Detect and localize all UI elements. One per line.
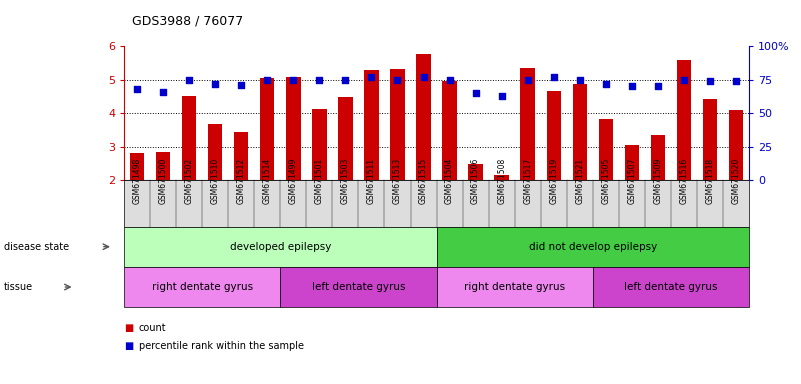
Text: GSM671512: GSM671512: [237, 157, 246, 204]
Bar: [521, 68, 535, 180]
Text: GSM671510: GSM671510: [211, 157, 219, 204]
Point: [547, 74, 560, 80]
Text: GSM671511: GSM671511: [367, 157, 376, 204]
Point: [157, 89, 170, 95]
Text: count: count: [139, 323, 166, 333]
Bar: [494, 175, 509, 180]
Point: [443, 76, 456, 83]
Text: GSM671499: GSM671499: [289, 157, 298, 204]
Text: GSM671509: GSM671509: [654, 157, 662, 204]
Point: [521, 76, 534, 83]
Bar: [312, 109, 327, 180]
Bar: [598, 119, 613, 180]
Point: [235, 82, 248, 88]
Text: GSM671505: GSM671505: [602, 157, 610, 204]
Bar: [442, 81, 457, 180]
Point: [365, 74, 378, 80]
Bar: [625, 144, 639, 180]
Bar: [546, 91, 561, 180]
Bar: [208, 124, 223, 180]
Point: [339, 76, 352, 83]
Text: percentile rank within the sample: percentile rank within the sample: [139, 341, 304, 351]
Bar: [182, 96, 196, 180]
Text: did not develop epilepsy: did not develop epilepsy: [529, 242, 657, 252]
Bar: [417, 55, 431, 180]
Point: [391, 76, 404, 83]
Text: left dentate gyrus: left dentate gyrus: [312, 282, 405, 292]
Text: right dentate gyrus: right dentate gyrus: [464, 282, 566, 292]
Point: [469, 90, 482, 96]
Text: GSM671521: GSM671521: [575, 157, 584, 204]
Text: GSM671503: GSM671503: [341, 157, 350, 204]
Text: GSM671513: GSM671513: [393, 157, 402, 204]
Point: [261, 76, 274, 83]
Point: [599, 81, 612, 87]
Text: ■: ■: [124, 323, 134, 333]
Point: [626, 83, 638, 89]
Text: GSM671500: GSM671500: [159, 157, 167, 204]
Text: ■: ■: [124, 341, 134, 351]
Bar: [260, 78, 275, 180]
Text: GSM671498: GSM671498: [133, 157, 142, 204]
Bar: [338, 97, 352, 180]
Text: GSM671504: GSM671504: [445, 157, 454, 204]
Point: [651, 83, 664, 89]
Bar: [390, 69, 405, 180]
Text: GSM671520: GSM671520: [731, 157, 740, 204]
Point: [209, 81, 222, 87]
Point: [703, 78, 716, 84]
Text: GSM671506: GSM671506: [471, 157, 480, 204]
Bar: [156, 152, 171, 180]
Bar: [729, 110, 743, 180]
Text: left dentate gyrus: left dentate gyrus: [624, 282, 718, 292]
Text: disease state: disease state: [4, 242, 69, 252]
Bar: [286, 77, 300, 180]
Point: [730, 78, 743, 84]
Text: GSM671514: GSM671514: [263, 157, 272, 204]
Point: [495, 93, 508, 99]
Point: [417, 74, 430, 80]
Bar: [234, 132, 248, 180]
Bar: [702, 99, 717, 180]
Text: GSM671518: GSM671518: [706, 157, 714, 204]
Text: GSM671501: GSM671501: [315, 157, 324, 204]
Bar: [130, 153, 144, 180]
Bar: [650, 135, 665, 180]
Bar: [364, 70, 379, 180]
Text: GSM671517: GSM671517: [523, 157, 532, 204]
Text: GSM671515: GSM671515: [419, 157, 428, 204]
Point: [287, 76, 300, 83]
Text: developed epilepsy: developed epilepsy: [230, 242, 331, 252]
Bar: [573, 84, 587, 180]
Point: [313, 76, 326, 83]
Point: [183, 76, 195, 83]
Text: GSM671508: GSM671508: [497, 157, 506, 204]
Point: [131, 86, 143, 92]
Text: tissue: tissue: [4, 282, 33, 292]
Bar: [469, 164, 483, 180]
Text: GSM671507: GSM671507: [627, 157, 636, 204]
Text: GSM671502: GSM671502: [185, 157, 194, 204]
Text: right dentate gyrus: right dentate gyrus: [151, 282, 253, 292]
Text: GSM671516: GSM671516: [679, 157, 688, 204]
Point: [678, 76, 690, 83]
Text: GDS3988 / 76077: GDS3988 / 76077: [132, 15, 244, 28]
Point: [574, 76, 586, 83]
Text: GSM671519: GSM671519: [549, 157, 558, 204]
Bar: [677, 60, 691, 180]
